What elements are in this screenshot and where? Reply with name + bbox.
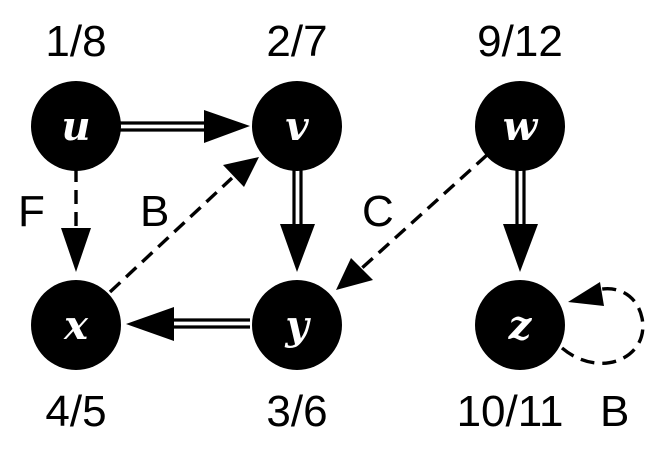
- arrowhead-u-x: [61, 228, 91, 272]
- node-w: w: [475, 81, 565, 171]
- node-v-circle: [252, 81, 342, 171]
- node-w-label: w: [503, 103, 539, 150]
- edge-w-y: [336, 153, 489, 290]
- edge-x-v: [108, 157, 259, 294]
- node-y: y: [252, 280, 342, 370]
- node-u-label: u: [61, 103, 90, 150]
- time-label-z: 10/11: [457, 387, 564, 436]
- edge-label-cross: C: [362, 187, 394, 236]
- edge-u-v: [120, 110, 250, 143]
- node-w-circle: [475, 81, 565, 171]
- arrowhead-u-v: [204, 110, 250, 143]
- node-u-circle: [31, 81, 121, 171]
- time-label-v: 2/7: [266, 17, 327, 66]
- arrowhead-y-x: [126, 307, 174, 341]
- node-x-label: x: [63, 302, 89, 349]
- node-y-label: y: [284, 302, 311, 349]
- arrowhead-z-z: [568, 282, 604, 306]
- arrowhead-x-v: [223, 157, 259, 187]
- node-x-circle: [31, 280, 121, 370]
- arrowhead-w-z: [503, 224, 538, 272]
- node-x: x: [31, 280, 121, 370]
- node-y-circle: [252, 280, 342, 370]
- edge-z-z: [560, 282, 645, 365]
- edge-y-x: [126, 307, 250, 341]
- time-label-u: 1/8: [45, 17, 106, 66]
- edge-w-z: [503, 165, 538, 272]
- node-z: z: [475, 280, 565, 370]
- edge-u-x: [61, 168, 91, 272]
- node-v: v: [252, 81, 342, 171]
- edge-label-forward: F: [18, 187, 45, 236]
- node-z-circle: [475, 280, 565, 370]
- node-v-label: v: [285, 103, 309, 150]
- arrowhead-v-y: [280, 224, 315, 272]
- edge-label-back-z-z: B: [600, 387, 629, 436]
- node-z-label: z: [508, 302, 533, 349]
- arrowhead-w-y: [336, 258, 373, 290]
- edge-label-back-x-v: B: [140, 187, 169, 236]
- edge-v-y: [280, 165, 315, 272]
- node-u: u: [31, 81, 121, 171]
- time-label-y: 3/6: [266, 387, 327, 436]
- time-label-w: 9/12: [477, 17, 563, 66]
- time-label-x: 4/5: [45, 387, 106, 436]
